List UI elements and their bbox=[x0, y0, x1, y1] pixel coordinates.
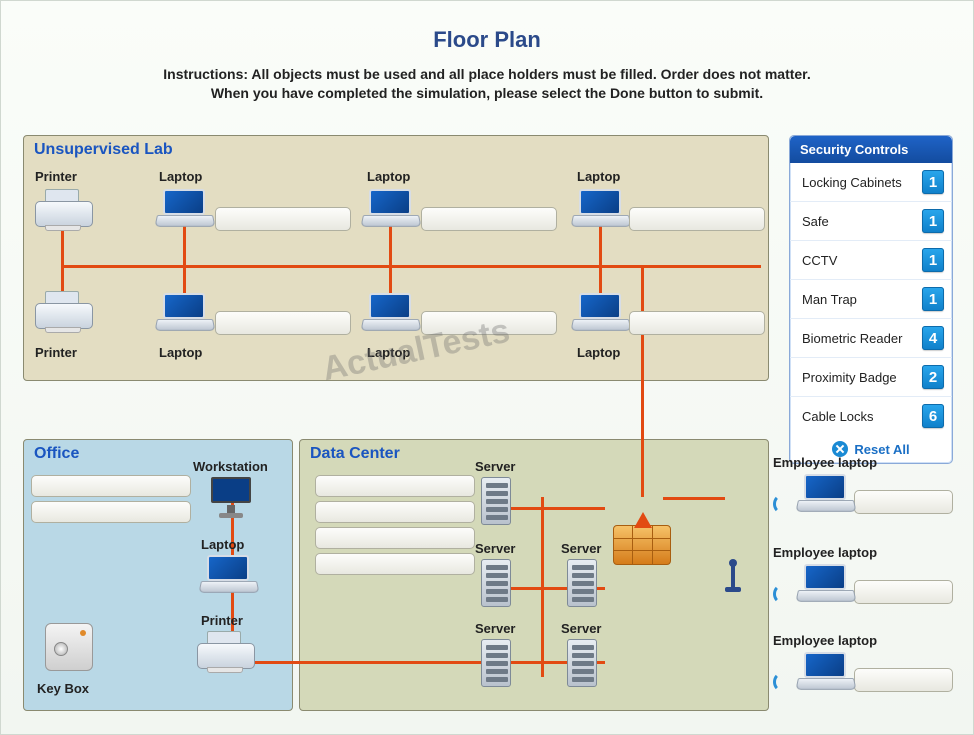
device-label-printer: Printer bbox=[35, 345, 77, 360]
control-label: CCTV bbox=[802, 253, 837, 268]
device-label-laptop: Laptop bbox=[577, 345, 620, 360]
server-icon bbox=[481, 639, 511, 687]
firewall-icon bbox=[613, 525, 671, 565]
drop-slot[interactable] bbox=[315, 475, 475, 497]
device-label-laptop: Laptop bbox=[159, 169, 202, 184]
drop-slot[interactable] bbox=[215, 311, 351, 335]
network-wire bbox=[641, 265, 644, 497]
employee-laptop-label: Employee laptop bbox=[773, 633, 953, 648]
laptop-icon bbox=[363, 293, 419, 333]
control-safe[interactable]: Safe 1 bbox=[790, 202, 952, 241]
control-label: Biometric Reader bbox=[802, 331, 902, 346]
control-label: Safe bbox=[802, 214, 829, 229]
control-label: Locking Cabinets bbox=[802, 175, 902, 190]
network-wire bbox=[663, 497, 725, 500]
network-wire bbox=[61, 265, 761, 268]
control-count: 1 bbox=[922, 287, 944, 311]
printer-icon bbox=[35, 291, 93, 333]
laptop-icon bbox=[798, 652, 848, 692]
device-label-keybox: Key Box bbox=[37, 681, 89, 696]
device-label-laptop: Laptop bbox=[159, 345, 202, 360]
control-biometric-reader[interactable]: Biometric Reader 4 bbox=[790, 319, 952, 358]
device-label-server: Server bbox=[561, 621, 601, 636]
employee-laptop-1: Employee laptop bbox=[773, 455, 953, 514]
device-label-server: Server bbox=[561, 541, 601, 556]
drop-slot[interactable] bbox=[315, 501, 475, 523]
device-label-workstation: Workstation bbox=[193, 459, 268, 474]
device-label-server: Server bbox=[475, 459, 515, 474]
control-cctv[interactable]: CCTV 1 bbox=[790, 241, 952, 280]
control-locking-cabinets[interactable]: Locking Cabinets 1 bbox=[790, 163, 952, 202]
device-label-laptop: Laptop bbox=[577, 169, 620, 184]
control-proximity-badge[interactable]: Proximity Badge 2 bbox=[790, 358, 952, 397]
control-count: 1 bbox=[922, 248, 944, 272]
control-count: 6 bbox=[922, 404, 944, 428]
server-icon bbox=[567, 559, 597, 607]
wireless-ap-icon bbox=[723, 559, 743, 593]
drop-slot[interactable] bbox=[31, 475, 191, 497]
laptop-icon bbox=[157, 189, 213, 229]
laptop-icon bbox=[573, 293, 629, 333]
wifi-icon bbox=[773, 672, 792, 692]
workstation-icon bbox=[207, 477, 255, 521]
zone-label-data-center: Data Center bbox=[310, 445, 400, 463]
drop-slot[interactable] bbox=[629, 311, 765, 335]
zone-label-lab: Unsupervised Lab bbox=[34, 141, 173, 159]
control-label: Proximity Badge bbox=[802, 370, 897, 385]
server-icon bbox=[567, 639, 597, 687]
laptop-icon bbox=[363, 189, 419, 229]
employee-laptop-label: Employee laptop bbox=[773, 545, 953, 560]
drop-slot[interactable] bbox=[315, 553, 475, 575]
drop-slot[interactable] bbox=[854, 580, 953, 604]
laptop-icon bbox=[798, 474, 848, 514]
drop-slot[interactable] bbox=[854, 490, 953, 514]
drop-slot[interactable] bbox=[31, 501, 191, 523]
employee-laptop-2: Employee laptop bbox=[773, 545, 953, 604]
keybox-icon bbox=[45, 623, 93, 671]
device-label-server: Server bbox=[475, 541, 515, 556]
laptop-icon bbox=[798, 564, 848, 604]
drop-slot[interactable] bbox=[421, 311, 557, 335]
device-label-printer: Printer bbox=[35, 169, 77, 184]
panel-header: Security Controls bbox=[790, 136, 952, 163]
control-label: Man Trap bbox=[802, 292, 857, 307]
network-wire bbox=[497, 507, 605, 510]
drop-slot[interactable] bbox=[629, 207, 765, 231]
drop-slot[interactable] bbox=[215, 207, 351, 231]
wifi-icon bbox=[773, 494, 792, 514]
control-cable-locks[interactable]: Cable Locks 6 bbox=[790, 397, 952, 435]
control-count: 2 bbox=[922, 365, 944, 389]
laptop-icon bbox=[201, 555, 257, 595]
server-icon bbox=[481, 477, 511, 525]
drop-slot[interactable] bbox=[421, 207, 557, 231]
laptop-icon bbox=[157, 293, 213, 333]
device-label-printer: Printer bbox=[201, 613, 243, 628]
employee-laptop-3: Employee laptop bbox=[773, 633, 953, 692]
server-icon bbox=[481, 559, 511, 607]
device-label-laptop: Laptop bbox=[367, 169, 410, 184]
drop-slot[interactable] bbox=[315, 527, 475, 549]
device-label-laptop: Laptop bbox=[201, 537, 244, 552]
device-label-server: Server bbox=[475, 621, 515, 636]
control-man-trap[interactable]: Man Trap 1 bbox=[790, 280, 952, 319]
drop-slot[interactable] bbox=[854, 668, 953, 692]
zone-label-office: Office bbox=[34, 445, 79, 463]
network-wire bbox=[231, 661, 511, 664]
printer-icon bbox=[197, 631, 255, 673]
control-label: Cable Locks bbox=[802, 409, 874, 424]
control-count: 4 bbox=[922, 326, 944, 350]
laptop-icon bbox=[573, 189, 629, 229]
device-label-laptop: Laptop bbox=[367, 345, 410, 360]
employee-laptop-label: Employee laptop bbox=[773, 455, 953, 470]
control-count: 1 bbox=[922, 170, 944, 194]
wifi-icon bbox=[773, 584, 792, 604]
printer-icon bbox=[35, 189, 93, 231]
control-count: 1 bbox=[922, 209, 944, 233]
security-controls-panel: Security Controls Locking Cabinets 1 Saf… bbox=[789, 135, 953, 464]
